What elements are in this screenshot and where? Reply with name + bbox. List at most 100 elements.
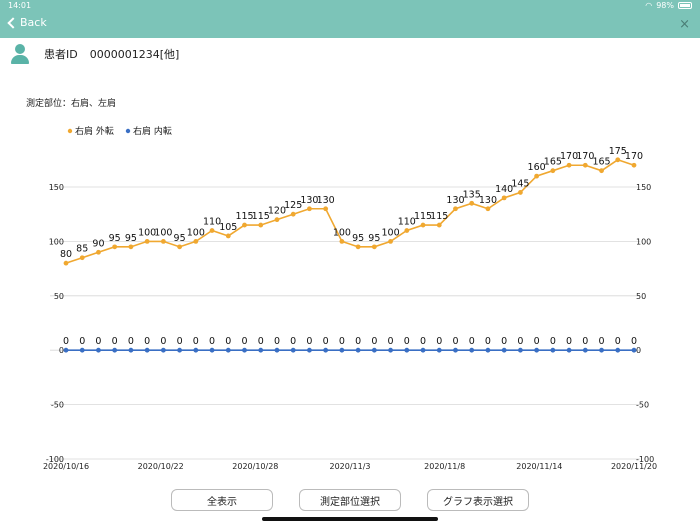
patient-info: 患者ID 0000001234[他] [44, 46, 179, 62]
data-label: 0 [95, 336, 101, 347]
data-point [388, 239, 393, 244]
data-point [550, 347, 556, 353]
patient-row: 患者ID 0000001234[他] [10, 44, 179, 64]
data-point [501, 195, 507, 201]
data-label: 0 [566, 336, 572, 347]
wifi-icon: ◠ [645, 1, 653, 10]
data-label: 0 [615, 336, 621, 347]
data-point [63, 260, 69, 266]
data-point [258, 222, 264, 228]
data-label: 95 [109, 233, 121, 244]
data-point [177, 244, 183, 250]
status-time: 14:01 [8, 1, 32, 10]
data-point [550, 168, 556, 174]
data-point [339, 239, 345, 244]
y-tick-label-left: 0 [59, 346, 64, 355]
data-point [469, 200, 475, 206]
data-label: 95 [352, 233, 364, 244]
x-tick-label: 2020/10/28 [232, 462, 278, 471]
data-label: 130 [446, 195, 464, 206]
data-label: 0 [517, 336, 523, 347]
data-point [242, 222, 247, 228]
measure-site-label: 測定部位：右肩、左肩 [26, 99, 117, 109]
data-point [339, 347, 345, 353]
data-label: 0 [112, 336, 118, 347]
data-point [420, 347, 426, 353]
data-point [615, 157, 621, 163]
data-label: 0 [452, 336, 458, 347]
back-button[interactable]: Back [6, 16, 47, 29]
data-label: 115 [430, 211, 448, 222]
y-tick-label-right: 150 [636, 183, 651, 192]
data-point [112, 244, 118, 250]
data-point [128, 347, 134, 353]
data-point [177, 347, 183, 353]
x-tick-label: 2020/10/22 [138, 462, 184, 471]
data-label: 95 [174, 233, 186, 244]
data-point [485, 206, 491, 212]
data-point [404, 347, 410, 353]
data-label: 0 [160, 336, 166, 347]
data-label: 145 [511, 178, 529, 189]
data-point [225, 233, 231, 239]
data-point [128, 244, 134, 250]
data-label: 170 [625, 151, 643, 162]
data-label: 110 [398, 217, 416, 228]
data-label: 0 [469, 336, 475, 347]
data-label: 0 [258, 336, 264, 347]
data-label: 105 [219, 222, 237, 233]
data-label: 125 [284, 200, 302, 211]
home-indicator [262, 517, 438, 521]
data-label: 175 [609, 146, 627, 157]
status-right: ◠ 98% [645, 1, 692, 10]
data-point [307, 206, 312, 212]
data-point [96, 347, 101, 353]
data-point [144, 347, 150, 353]
data-label: 95 [125, 233, 137, 244]
data-point [323, 206, 329, 212]
data-point [566, 347, 572, 353]
data-label: 0 [550, 336, 556, 347]
show-all-button[interactable]: 全表示 [171, 489, 273, 511]
data-label: 80 [60, 249, 72, 260]
data-point [469, 347, 475, 353]
data-label: 0 [404, 336, 410, 347]
data-label: 0 [436, 336, 442, 347]
data-point [274, 217, 280, 223]
data-label: 130 [479, 195, 497, 206]
data-label: 0 [420, 336, 426, 347]
select-site-button[interactable]: 測定部位選択 [299, 489, 401, 511]
data-label: 0 [290, 336, 296, 347]
data-point [534, 347, 540, 353]
data-point [631, 162, 637, 168]
data-point [582, 162, 588, 168]
data-label: 0 [225, 336, 231, 347]
data-point [453, 206, 458, 212]
data-label: 115 [252, 211, 270, 222]
data-label: 140 [495, 184, 513, 195]
data-point [485, 347, 491, 353]
data-label: 160 [528, 162, 546, 173]
data-point [79, 347, 85, 353]
nav-bar: Back × [0, 12, 700, 38]
data-label: 0 [128, 336, 134, 347]
close-button[interactable]: × [679, 17, 690, 32]
y-tick-label-left: 50 [54, 292, 64, 301]
data-label: 170 [576, 151, 594, 162]
legend-label: 右肩 内転 [133, 125, 172, 137]
data-point [160, 347, 166, 353]
y-tick-label-left: -100 [46, 455, 64, 464]
data-point [615, 347, 621, 353]
data-label: 0 [355, 336, 361, 347]
data-point [160, 239, 166, 244]
select-graph-button[interactable]: グラフ表示選択 [427, 489, 529, 511]
data-point [144, 239, 150, 244]
person-icon [10, 44, 30, 64]
data-label: 0 [631, 336, 637, 347]
data-point [371, 347, 377, 353]
data-label: 0 [144, 336, 150, 347]
data-point [388, 347, 393, 353]
data-label: 0 [501, 336, 507, 347]
y-tick-label-right: 0 [636, 346, 641, 355]
